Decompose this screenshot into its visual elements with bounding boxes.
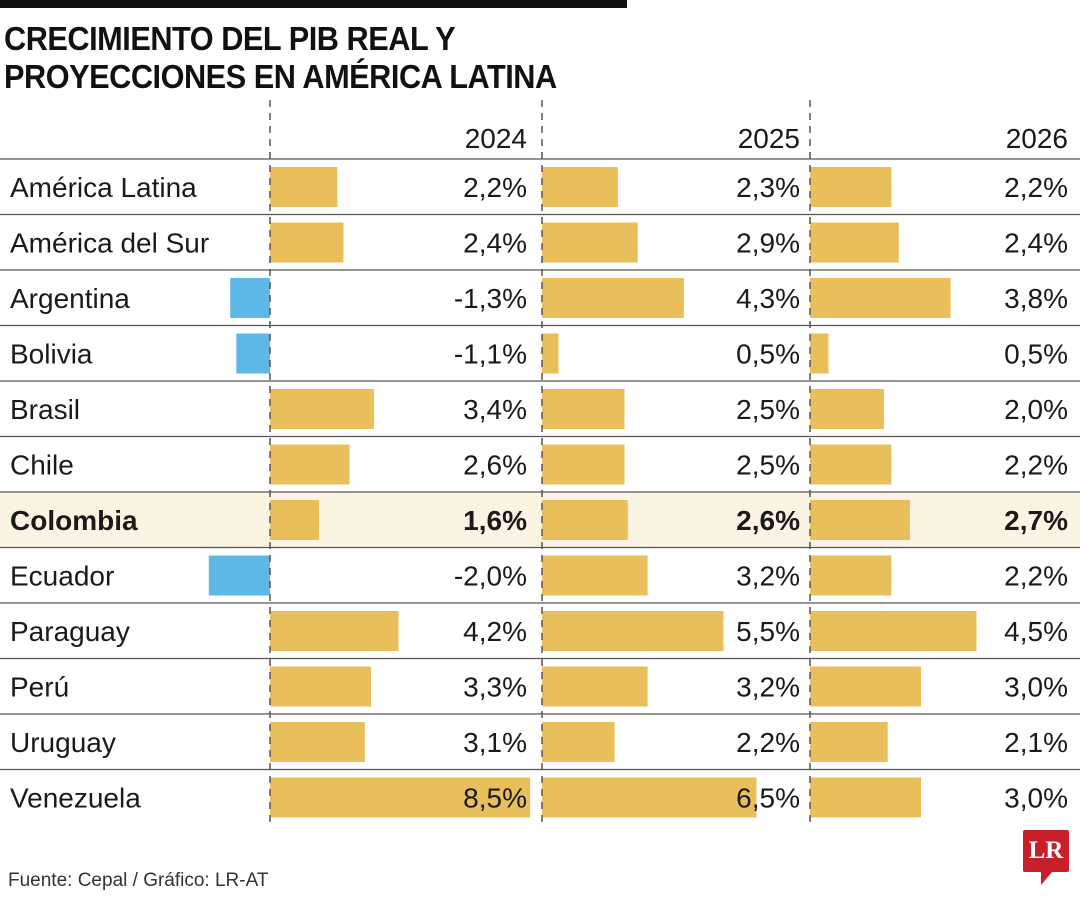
value-label-2025: 4,3% — [736, 283, 800, 314]
bar-2024 — [270, 666, 371, 707]
bar-2026 — [810, 222, 899, 263]
bar-2026 — [810, 167, 892, 207]
bar-2025 — [542, 167, 618, 207]
value-label-2024: 8,5% — [463, 783, 527, 814]
bar-2026 — [810, 611, 977, 651]
row-label: Colombia — [10, 505, 138, 536]
value-label-2024: 3,4% — [463, 394, 527, 425]
bar-2025 — [542, 333, 559, 374]
value-label-2025: 5,5% — [736, 616, 800, 647]
bar-2024 — [270, 167, 338, 207]
value-label-2025: 2,5% — [736, 394, 800, 425]
value-label-2026: 2,2% — [1004, 450, 1068, 481]
value-label-2026: 2,4% — [1004, 228, 1068, 259]
value-label-2026: 3,0% — [1004, 783, 1068, 814]
row-label: América Latina — [10, 172, 197, 203]
value-label-2025: 0,5% — [736, 339, 800, 370]
row-label: Bolivia — [10, 339, 93, 370]
value-label-2024: -1,1% — [454, 339, 527, 370]
bar-2026 — [810, 500, 910, 540]
value-label-2024: 2,2% — [463, 172, 527, 203]
chart-title: CRECIMIENTO DEL PIB REAL Y PROYECCIONES E… — [4, 20, 557, 95]
bar-2026 — [810, 333, 829, 374]
bar-2025 — [542, 722, 615, 762]
value-label-2026: 2,1% — [1004, 727, 1068, 758]
value-label-2024: -1,3% — [454, 283, 527, 314]
column-header-2026: 2026 — [1006, 123, 1068, 154]
value-label-2026: 3,8% — [1004, 283, 1068, 314]
bar-2026 — [810, 555, 892, 596]
value-label-2024: -2,0% — [454, 561, 527, 592]
bar-2024 — [208, 555, 270, 596]
bar-2025 — [542, 389, 625, 429]
value-label-2025: 3,2% — [736, 672, 800, 703]
value-label-2026: 0,5% — [1004, 339, 1068, 370]
value-label-2025: 6,5% — [736, 783, 800, 814]
bar-2025 — [542, 222, 638, 263]
bar-2025 — [542, 555, 648, 596]
bar-2025 — [542, 611, 724, 651]
bar-2026 — [810, 722, 888, 762]
row-label: Argentina — [10, 283, 130, 314]
value-label-2025: 2,3% — [736, 172, 800, 203]
value-label-2024: 3,1% — [463, 727, 527, 758]
row-label: Perú — [10, 672, 69, 703]
value-label-2024: 2,4% — [463, 228, 527, 259]
bar-2024 — [236, 333, 270, 374]
bar-2024 — [270, 500, 319, 540]
bar-2025 — [542, 666, 648, 707]
bar-2024 — [270, 722, 365, 762]
bar-2026 — [810, 666, 921, 707]
value-label-2026: 4,5% — [1004, 616, 1068, 647]
bar-2024 — [270, 222, 344, 263]
row-label: América del Sur — [10, 228, 209, 259]
value-label-2024: 1,6% — [463, 505, 527, 536]
bar-2026 — [810, 389, 884, 429]
value-label-2025: 2,2% — [736, 727, 800, 758]
bar-2024 — [230, 278, 270, 318]
bar-2024 — [270, 777, 531, 818]
bar-2024 — [270, 611, 399, 651]
value-label-2026: 2,7% — [1004, 505, 1068, 536]
row-label: Brasil — [10, 394, 80, 425]
column-header-2025: 2025 — [738, 123, 800, 154]
value-label-2026: 2,2% — [1004, 172, 1068, 203]
row-label: Ecuador — [10, 561, 114, 592]
bar-2026 — [810, 777, 921, 818]
bar-2025 — [542, 500, 628, 540]
value-label-2025: 2,5% — [736, 450, 800, 481]
bar-2024 — [270, 444, 350, 485]
bar-2025 — [542, 444, 625, 485]
value-label-2025: 3,2% — [736, 561, 800, 592]
highlight-row-bg — [0, 492, 1080, 548]
bar-2026 — [810, 278, 951, 318]
lr-logo: LR — [1023, 830, 1069, 885]
value-label-2026: 2,0% — [1004, 394, 1068, 425]
bar-2025 — [542, 278, 684, 318]
bar-2024 — [270, 389, 375, 429]
value-label-2025: 2,6% — [736, 505, 800, 536]
row-label: Chile — [10, 450, 74, 481]
bar-2026 — [810, 444, 892, 485]
column-header-2024: 2024 — [465, 123, 527, 154]
value-label-2026: 2,2% — [1004, 561, 1068, 592]
value-label-2024: 3,3% — [463, 672, 527, 703]
value-label-2024: 2,6% — [463, 450, 527, 481]
row-label: Venezuela — [10, 783, 141, 814]
top-bar — [0, 0, 627, 8]
row-label: Paraguay — [10, 616, 130, 647]
value-label-2024: 4,2% — [463, 616, 527, 647]
value-label-2026: 3,0% — [1004, 672, 1068, 703]
row-label: Uruguay — [10, 727, 116, 758]
bar-2025 — [542, 777, 757, 818]
value-label-2025: 2,9% — [736, 228, 800, 259]
source-note: Fuente: Cepal / Gráfico: LR-AT — [8, 870, 269, 891]
